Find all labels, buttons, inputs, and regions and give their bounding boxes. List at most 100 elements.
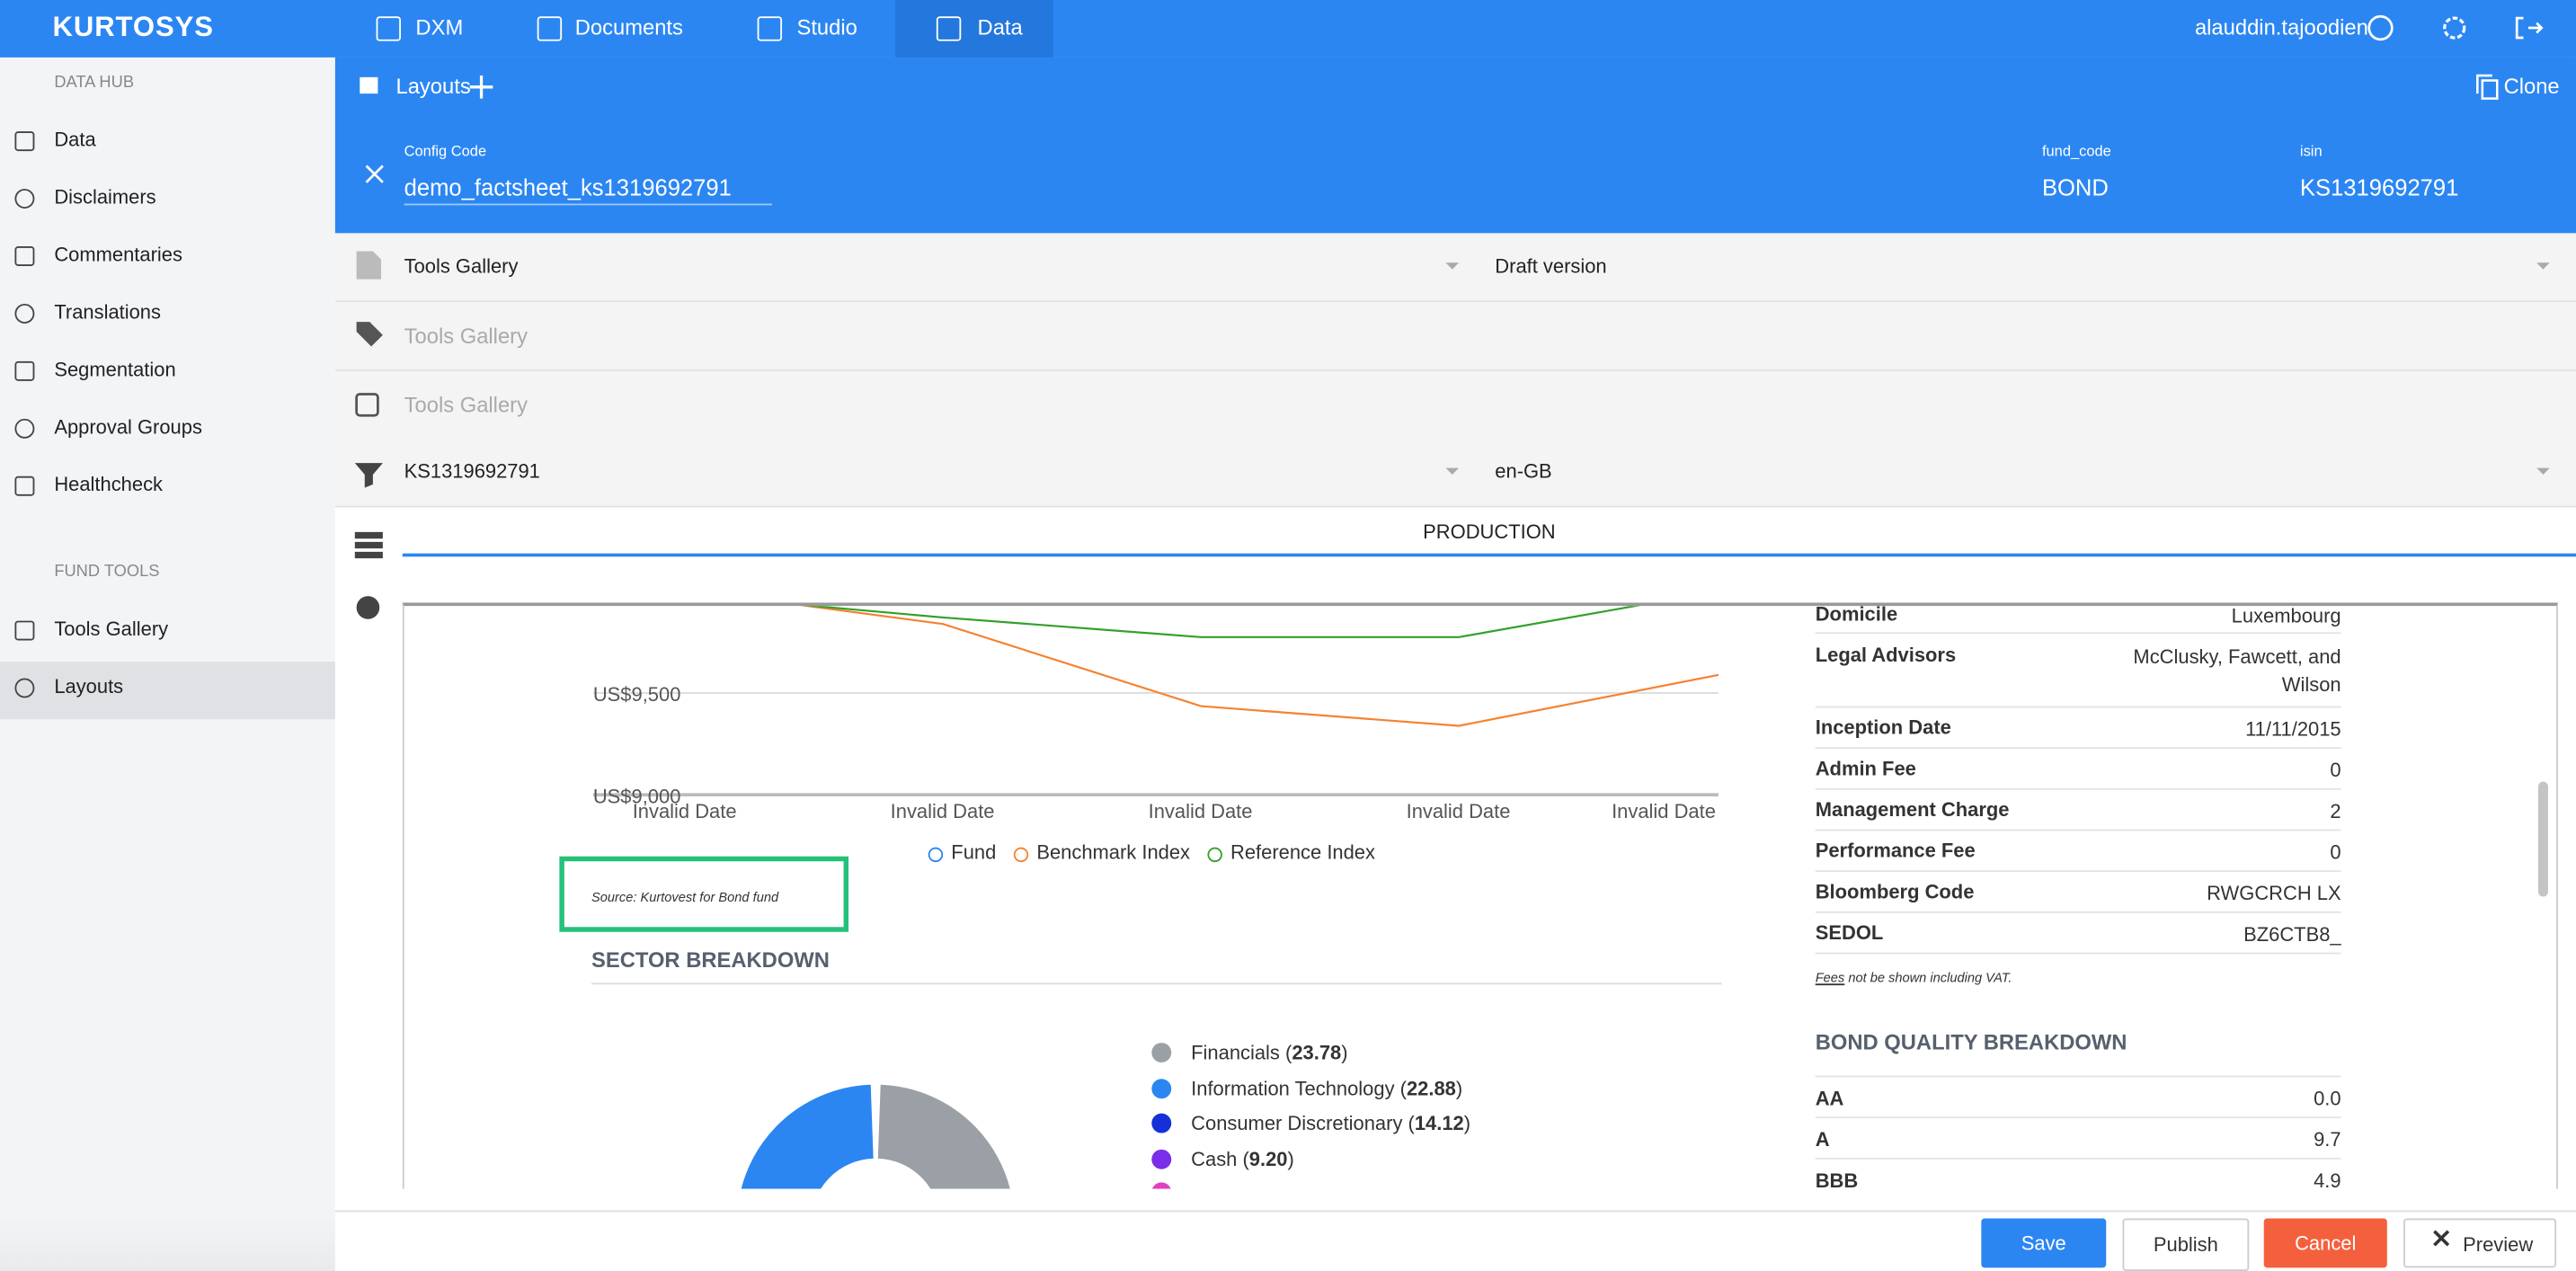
- legend-dot: [1151, 1078, 1172, 1098]
- config-panel: Layouts Clone Config Code demo_factsheet…: [334, 57, 2576, 234]
- field-value: KS1319692791: [2299, 173, 2459, 200]
- legend-marker: [928, 847, 944, 863]
- active-item-bg: [0, 662, 335, 720]
- row-divider: [1815, 632, 2341, 635]
- y-tick-label: US$9,000: [592, 785, 681, 808]
- dropdown-arrow: [1445, 262, 1460, 276]
- nav-item[interactable]: DXM: [415, 14, 464, 40]
- logo[interactable]: KURTOSYS: [52, 11, 214, 43]
- benchmark-line: [800, 606, 1719, 727]
- legend-dot: [1151, 1148, 1172, 1169]
- detail-label: Bloomberg Code: [1815, 880, 1975, 903]
- legend-item[interactable]: Reference Index: [1230, 840, 1375, 864]
- detail-value: 0: [2330, 759, 2341, 782]
- fees-note: Fees not be shown including VAT.: [1816, 971, 2012, 985]
- row-divider: [1815, 1075, 2341, 1078]
- sidebar-item[interactable]: Healthcheck: [54, 473, 164, 496]
- preview-frame: US$9,500 US$9,000 Invalid Date Invalid Date…: [402, 602, 2558, 1189]
- nav-item[interactable]: Documents: [574, 14, 683, 40]
- row-divider: [1815, 870, 2341, 873]
- detail-label: Performance Fee: [1815, 839, 1976, 863]
- tab-label[interactable]: PRODUCTION: [1423, 520, 1556, 544]
- action-button[interactable]: Preview: [2403, 1218, 2557, 1268]
- sidebar-item[interactable]: Layouts: [54, 674, 124, 698]
- sidebar-item[interactable]: Commentaries: [54, 243, 182, 266]
- select-value[interactable]: Tools Gallery: [404, 254, 519, 278]
- section-title: BOND QUALITY BREAKDOWN: [1815, 1029, 2127, 1054]
- quality-value: 0.0: [2314, 1087, 2341, 1110]
- legend-dot: [1151, 1113, 1172, 1133]
- nav-item[interactable]: Data: [977, 14, 1023, 40]
- tab-underline: [402, 553, 2576, 557]
- sidebar-icon: [14, 620, 35, 641]
- input-placeholder[interactable]: Tools Gallery: [404, 392, 528, 418]
- sidebar-icon: [14, 360, 35, 381]
- header-icons[interactable]: [2366, 13, 2563, 47]
- field-value: BOND: [2041, 173, 2109, 200]
- nav-icon: [757, 16, 783, 41]
- sector-name: Financials: [1191, 1041, 1280, 1064]
- config-label: Config Code: [404, 142, 487, 160]
- sidebar-icon: [14, 131, 35, 152]
- dropdown-arrow: [2536, 467, 2550, 482]
- detail-value: 0: [2330, 840, 2341, 864]
- action-button[interactable]: Save: [1981, 1218, 2107, 1268]
- form-row: Tools Gallery Draft version: [334, 233, 2576, 303]
- select-value[interactable]: Draft version: [1495, 254, 1607, 278]
- quality-label: A: [1815, 1128, 1830, 1151]
- select-value[interactable]: en-GB: [1495, 459, 1552, 484]
- sidebar: DATA HUB Data Disclaimers Commentaries Trans…: [0, 57, 335, 1271]
- preview-graphics: [559, 606, 1722, 1189]
- fees-text: not be shown including VAT.: [1848, 970, 2012, 986]
- detail-value: McClusky, Fawcett, and Wilson: [2133, 644, 2341, 697]
- action-button[interactable]: Publish: [2122, 1218, 2250, 1271]
- clone-button[interactable]: Clone: [2503, 74, 2560, 99]
- sidebar-item[interactable]: Data: [54, 128, 96, 152]
- sector-item: Financials (23.78): [1191, 1041, 1348, 1064]
- sector-name: Information Technology: [1191, 1076, 1395, 1100]
- sidebar-icon: [14, 189, 35, 209]
- legend-item[interactable]: Fund: [951, 840, 997, 864]
- section-title: FUND TOOLS: [54, 563, 160, 582]
- sector-item: Consumer Discretionary (14.12): [1191, 1111, 1471, 1135]
- close-icon[interactable]: [365, 164, 385, 184]
- sidebar-item[interactable]: Approval Groups: [54, 415, 202, 439]
- quality-value: 4.9: [2314, 1169, 2341, 1189]
- nav-icon: [936, 16, 962, 41]
- sidebar-item[interactable]: Segmentation: [54, 358, 176, 381]
- layouts-icons[interactable]: [358, 74, 538, 100]
- legend-dot: [1151, 1043, 1172, 1063]
- sector-value: 14.12: [1414, 1111, 1464, 1135]
- detail-value: 2: [2330, 799, 2341, 823]
- detail-label: Inception Date: [1815, 715, 1951, 740]
- nav-icon: [376, 16, 401, 41]
- detail-value: BZ6CTB8_: [2243, 922, 2341, 947]
- scrollbar[interactable]: [2537, 781, 2548, 897]
- select-value[interactable]: KS1319692791: [404, 459, 540, 484]
- legend-marker: [1207, 847, 1222, 863]
- row-divider: [1815, 952, 2341, 955]
- sector-name: Consumer Discretionary: [1191, 1111, 1403, 1135]
- user-name[interactable]: alauddin.tajoodien: [2194, 14, 2368, 40]
- action-button[interactable]: Cancel: [2263, 1218, 2387, 1268]
- form-row: Tools Gallery: [334, 302, 2576, 371]
- sidebar-item[interactable]: Translations: [54, 300, 161, 324]
- sidebar-item[interactable]: Tools Gallery: [54, 617, 169, 641]
- detail-label: Management Charge: [1815, 797, 2010, 822]
- config-input[interactable]: demo_factsheet_ks1319692791: [404, 174, 773, 206]
- detail-label: Legal Advisors: [1815, 644, 1957, 667]
- row-divider: [1815, 829, 2341, 831]
- sidebar-item[interactable]: Disclaimers: [54, 185, 156, 209]
- input-placeholder[interactable]: Tools Gallery: [404, 323, 528, 349]
- fees-link[interactable]: Fees: [1815, 970, 1845, 986]
- quality-value: 9.7: [2314, 1128, 2341, 1151]
- detail-label: Admin Fee: [1815, 757, 1916, 780]
- row-divider: [1815, 1157, 2341, 1160]
- dropdown-arrow: [2536, 262, 2550, 276]
- nav-item[interactable]: Studio: [796, 14, 857, 40]
- legend-item[interactable]: Benchmark Index: [1036, 840, 1191, 864]
- clone-icon[interactable]: [2475, 74, 2499, 100]
- x-tick-label: Invalid Date: [1612, 799, 1716, 823]
- row-divider: [1815, 1116, 2341, 1119]
